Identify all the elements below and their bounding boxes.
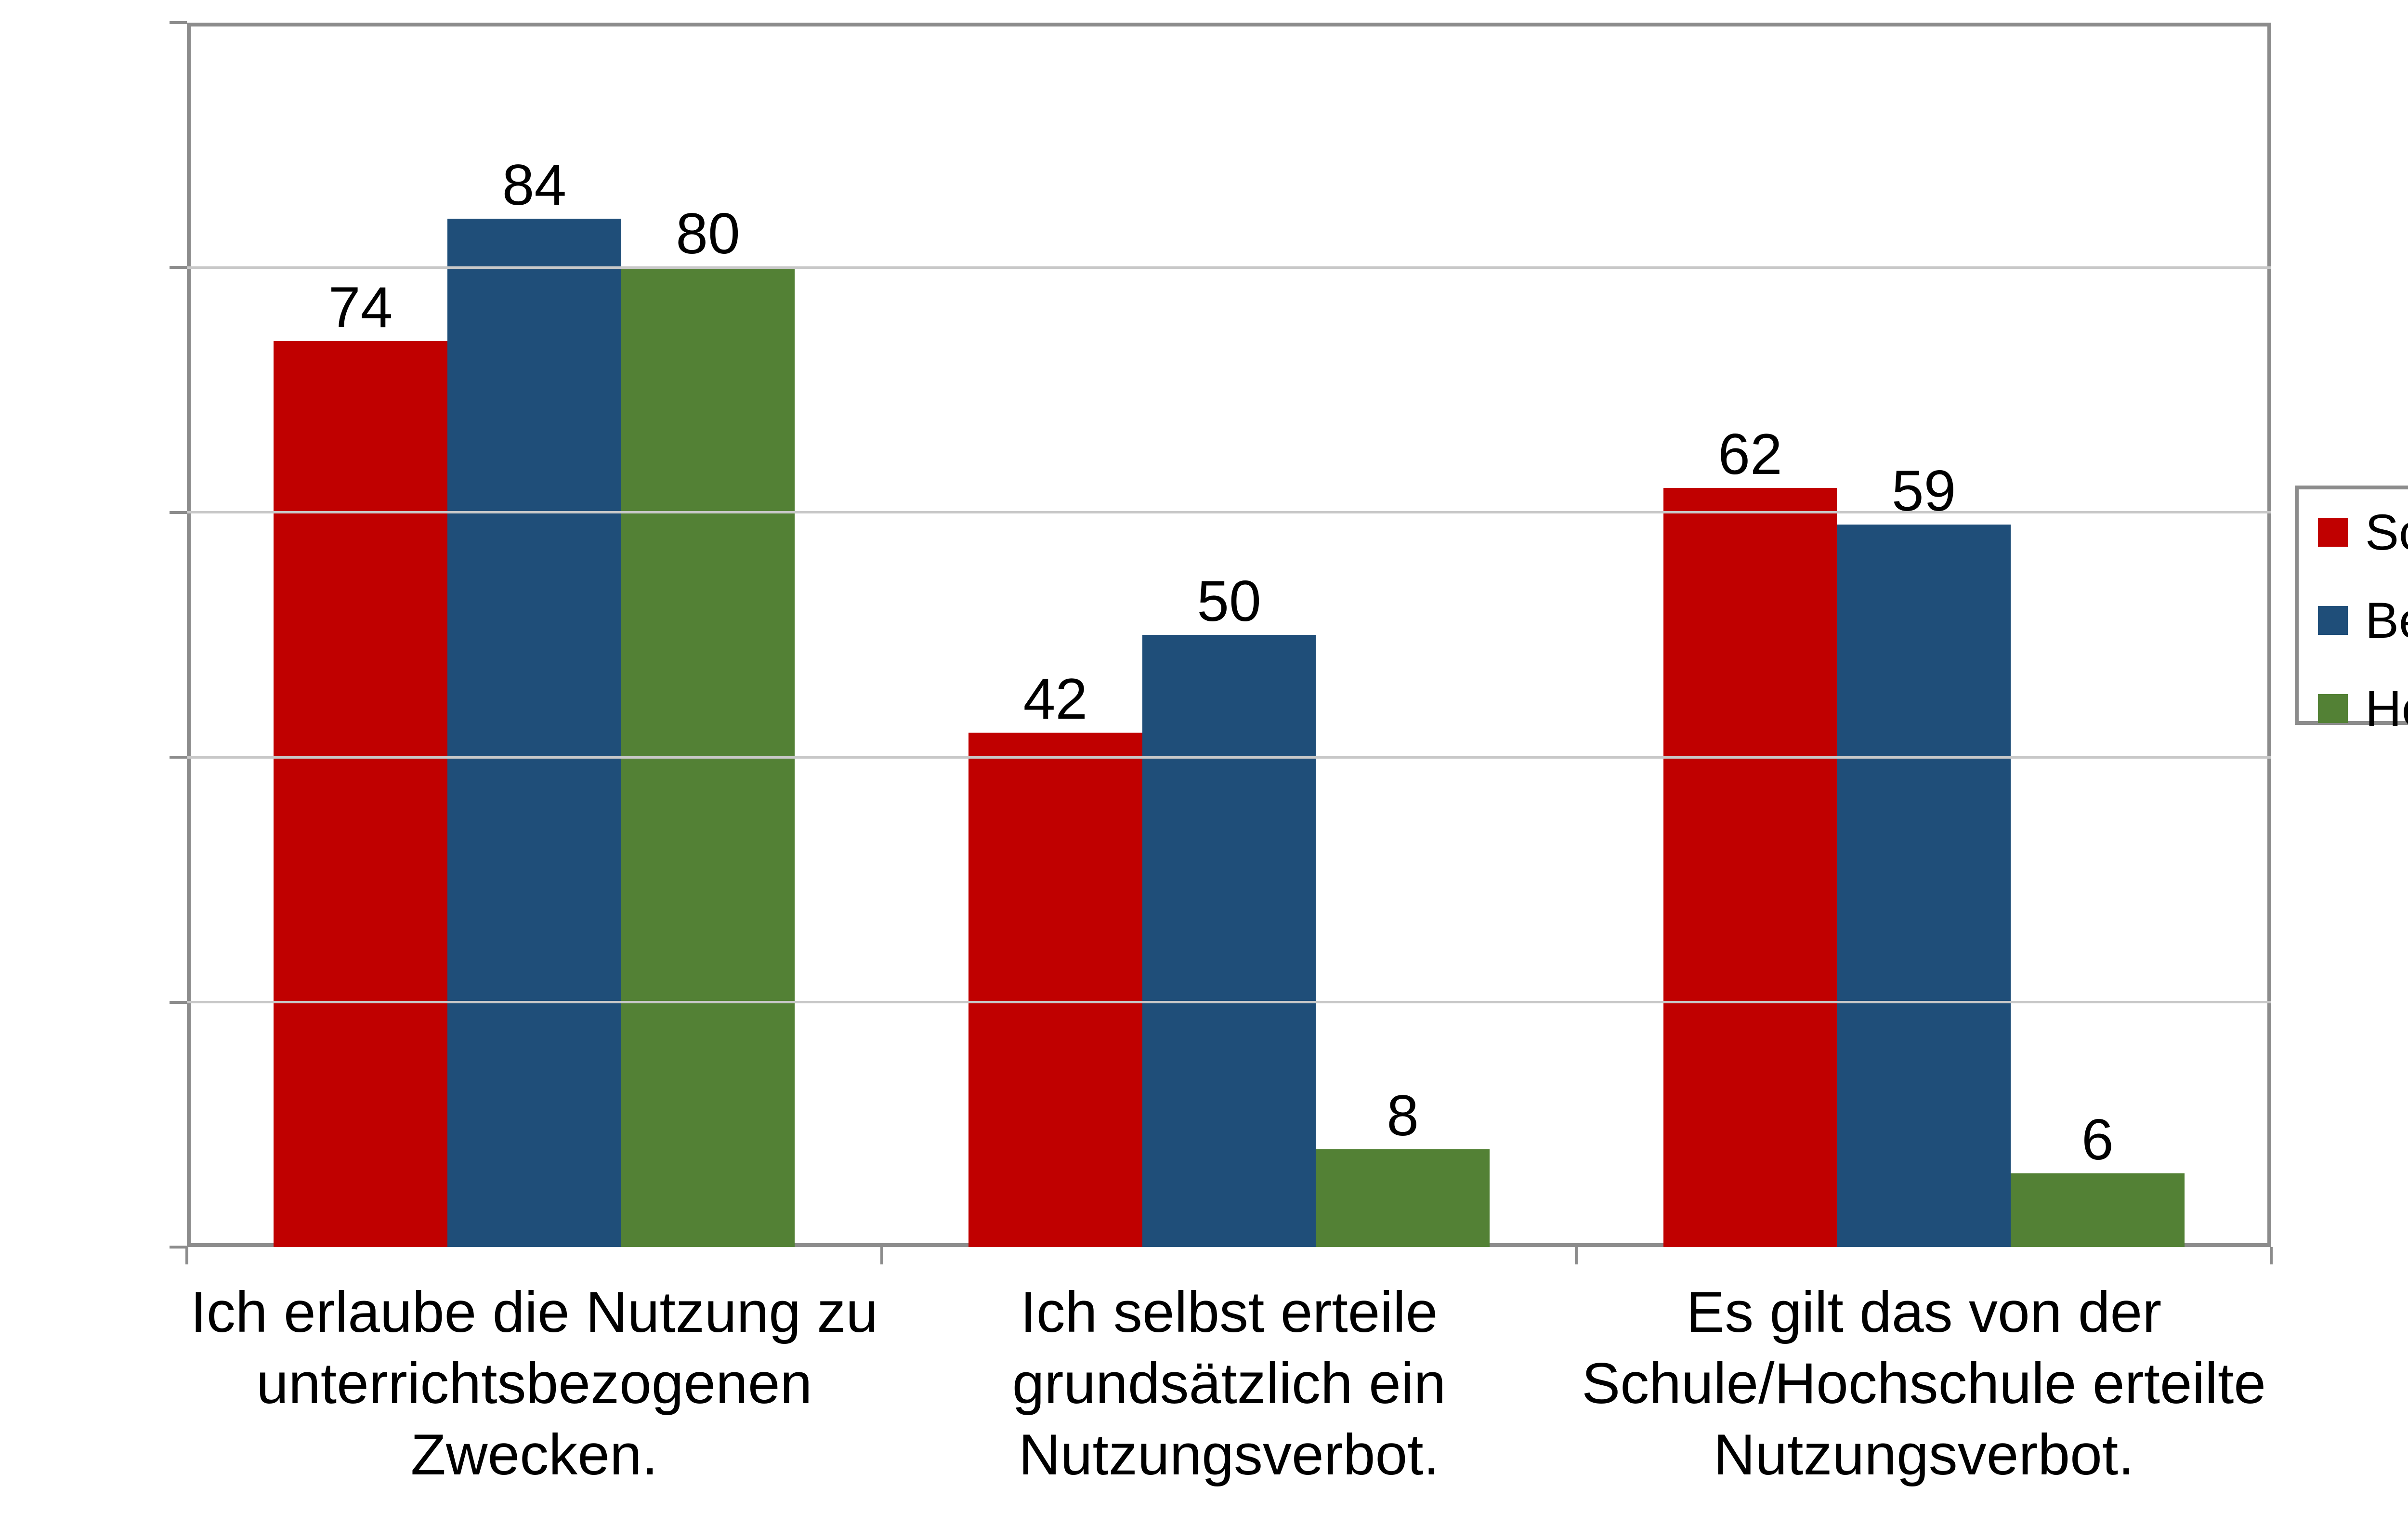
- data-label: 42: [1023, 667, 1088, 732]
- data-label: 84: [502, 152, 567, 217]
- data-label: 6: [2081, 1107, 2114, 1172]
- category-label-line: Ich selbst erteile: [1020, 1280, 1438, 1344]
- data-label: 8: [1387, 1083, 1419, 1148]
- bar-schule-cat3: [1663, 487, 1837, 1247]
- data-label: 59: [1891, 459, 1956, 524]
- x-axis-tick: [1575, 1247, 1578, 1264]
- bar-hochschule-cat3: [2011, 1173, 2185, 1247]
- data-label: 50: [1197, 569, 1261, 633]
- category-label-line: Nutzungsverbot.: [1713, 1422, 2134, 1487]
- category-label: Es gilt das von der Schule/Hochschule ert…: [1539, 1276, 2309, 1490]
- y-axis-tick: [170, 511, 187, 514]
- category-label-line: Ich erlaube die Nutzung zu: [190, 1280, 878, 1344]
- x-axis-tick: [880, 1247, 883, 1264]
- y-axis-tick: [170, 21, 187, 24]
- y-axis-tick: [170, 1246, 187, 1249]
- category-label-line: Es gilt das von der: [1686, 1280, 2162, 1344]
- legend: Schule Berufsschule Hochschule: [2295, 486, 2408, 734]
- y-axis-tick: [170, 266, 187, 269]
- legend-swatch-hochschule: [2318, 694, 2348, 723]
- bar-schule-cat2: [968, 733, 1142, 1247]
- category-label: Ich erlaube die Nutzung zu unterrichtsbez…: [149, 1276, 919, 1490]
- legend-item-hochschule: Hochschule: [2318, 669, 2408, 749]
- data-label: 62: [1718, 421, 1782, 486]
- bar-berufsschule-cat3: [1837, 525, 2011, 1247]
- category-label-line: Schule/Hochschule erteilte: [1582, 1351, 2266, 1416]
- category-label-line: Nutzungsverbot.: [1019, 1422, 1440, 1487]
- bar-berufsschule-cat1: [447, 218, 621, 1247]
- legend-swatch-berufsschule: [2318, 606, 2348, 635]
- category-label-line: unterrichtsbezogenen: [256, 1351, 812, 1416]
- x-axis-tick: [185, 1247, 188, 1264]
- gridline: [187, 756, 2271, 759]
- legend-item-berufsschule: Berufsschule: [2318, 580, 2408, 660]
- gridline: [187, 266, 2271, 269]
- legend-swatch-schule: [2318, 518, 2348, 547]
- data-label: 80: [676, 201, 740, 266]
- data-label: 74: [328, 275, 393, 340]
- x-axis-tick: [2270, 1247, 2273, 1264]
- legend-label: Berufsschule: [2365, 592, 2408, 649]
- category-label-line: Zwecken.: [410, 1422, 658, 1487]
- bar-schule-cat1: [274, 341, 447, 1247]
- category-label: Ich selbst erteile grundsätzlich ein Nutzu…: [844, 1276, 1614, 1490]
- bar-berufsschule-cat2: [1142, 635, 1316, 1247]
- bar-hochschule-cat2: [1316, 1149, 1490, 1247]
- gridline: [187, 511, 2271, 514]
- y-axis-tick: [170, 1000, 187, 1004]
- legend-label: Schule: [2365, 504, 2408, 561]
- category-label-line: grundsätzlich ein: [1012, 1351, 1446, 1416]
- legend-item-schule: Schule: [2318, 492, 2408, 572]
- y-axis-tick: [170, 756, 187, 759]
- gridline: [187, 1001, 2271, 1004]
- legend-label: Hochschule: [2365, 680, 2408, 737]
